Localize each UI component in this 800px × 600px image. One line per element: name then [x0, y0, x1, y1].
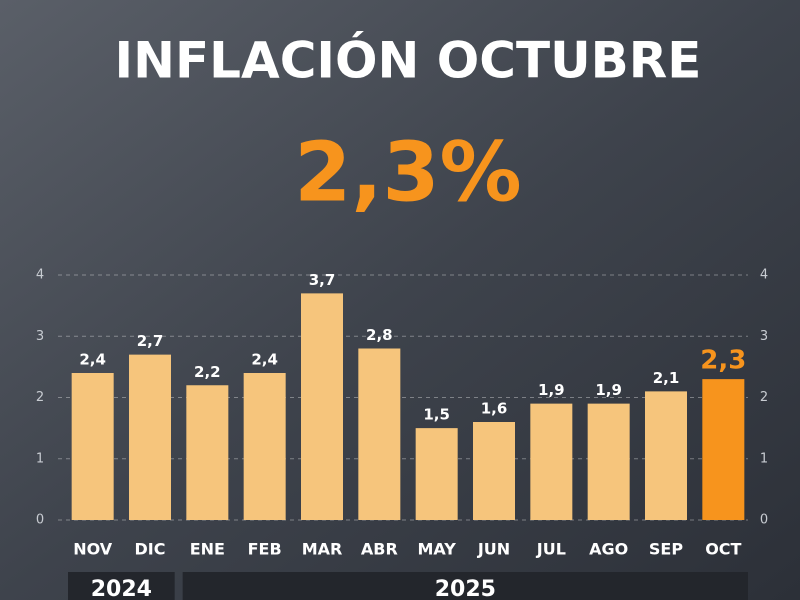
bar	[243, 373, 286, 520]
bar	[301, 293, 343, 520]
y2-tick-label: 3	[760, 329, 768, 344]
y2-tick-label: 0	[760, 513, 768, 528]
value-label: 2,4	[79, 351, 106, 369]
x-tick-label: ENE	[190, 540, 225, 559]
bar	[129, 354, 171, 520]
x-tick-label: NOV	[73, 540, 113, 559]
y-tick-label: 0	[36, 513, 44, 528]
x-tick-label: AGO	[589, 540, 628, 559]
x-tick-label: SEP	[649, 540, 683, 559]
bar	[473, 422, 515, 520]
value-label: 1,5	[423, 406, 450, 424]
year-label: 2025	[435, 577, 496, 600]
value-label: 3,7	[309, 271, 336, 289]
value-label: 2,7	[137, 332, 164, 350]
x-tick-label: JUN	[477, 540, 510, 559]
bar	[71, 373, 114, 520]
x-tick-label: DIC	[135, 540, 166, 559]
bar	[358, 348, 401, 520]
y2-tick-label: 1	[760, 451, 768, 466]
bar	[587, 403, 630, 520]
y-tick-label: 3	[36, 329, 44, 344]
value-label: 2,2	[194, 363, 221, 381]
x-tick-label: MAR	[302, 540, 343, 559]
y2-tick-label: 2	[760, 390, 768, 405]
y-tick-label: 2	[36, 390, 44, 405]
value-label: 2,4	[251, 351, 278, 369]
x-tick-label: OCT	[705, 540, 741, 559]
value-label: 1,9	[538, 381, 565, 399]
year-band	[182, 572, 748, 600]
bar	[702, 379, 745, 520]
bar	[645, 391, 687, 520]
value-label: 2,3	[700, 346, 746, 376]
headline: 2,3%	[294, 125, 521, 220]
x-tick-label: MAY	[417, 540, 456, 559]
year-label: 2024	[91, 577, 152, 600]
y2-tick-label: 4	[760, 268, 768, 283]
bar	[415, 428, 458, 520]
y-tick-label: 1	[36, 451, 44, 466]
value-label: 2,8	[366, 326, 393, 344]
x-tick-label: JUL	[536, 540, 566, 559]
y-tick-label: 4	[36, 268, 44, 283]
year-band	[68, 572, 175, 600]
bar	[530, 403, 573, 520]
x-tick-label: FEB	[248, 540, 282, 559]
chart-title: INFLACIÓN OCTUBRE	[115, 31, 702, 90]
value-label: 1,9	[595, 381, 622, 399]
value-label: 1,6	[481, 400, 508, 418]
value-label: 2,1	[653, 369, 680, 387]
x-tick-label: ABR	[361, 540, 398, 559]
bar	[186, 385, 229, 520]
